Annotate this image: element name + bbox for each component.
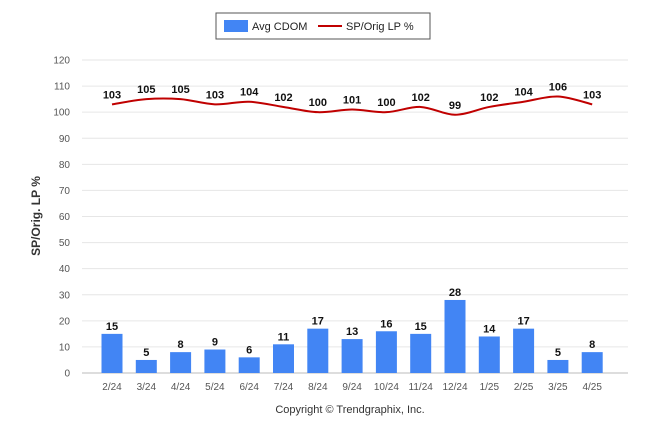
line-value-label: 103 [206,89,224,101]
bar-value-label: 15 [106,321,118,333]
bar [170,352,192,373]
x-tick-label: 9/24 [342,382,362,393]
y-axis-ticks: 0 10 20 30 40 50 60 70 80 90 100 110 120 [53,56,70,380]
bar-series [101,299,603,373]
line-value-label: 104 [514,87,533,99]
bar-value-label: 6 [246,344,252,356]
bar-value-label: 11 [278,331,290,343]
x-tick-label: 3/24 [137,382,157,393]
bar-value-labels: 15 5 8 9 6 11 17 13 16 15 28 14 17 5 8 [106,287,595,359]
x-tick-label: 4/24 [171,382,191,393]
line-value-label: 100 [309,97,327,109]
bar [273,344,294,373]
bar-value-label: 9 [212,337,218,349]
line-value-label: 103 [103,89,121,101]
line-value-label: 105 [137,84,155,96]
y-tick-label: 20 [59,316,71,327]
bar-value-label: 13 [346,326,358,338]
copyright: Copyright © Trendgraphix, Inc. [275,404,424,416]
line-series [111,95,593,116]
bar-value-label: 5 [143,347,149,359]
y-tick-label: 100 [53,108,70,119]
bar [238,357,260,373]
bar [307,328,329,373]
x-tick-label: 8/24 [308,382,328,393]
bar-value-label: 28 [449,287,461,299]
bar [478,336,500,373]
y-tick-label: 30 [59,290,71,301]
line-value-label: 101 [343,95,361,107]
legend-bar-label: Avg CDOM [252,21,307,33]
line-value-label: 105 [171,84,189,96]
bar [135,359,157,373]
bar-value-label: 14 [483,323,496,335]
x-tick-label: 2/24 [102,382,122,393]
x-tick-label: 1/25 [480,382,500,393]
y-axis-label: SP/Orig. LP % [29,176,43,256]
line-value-label: 102 [274,92,292,104]
y-tick-label: 60 [59,212,71,223]
bar [410,333,432,373]
bar [375,331,397,373]
y-tick-label: 10 [59,342,71,353]
x-tick-label: 4/25 [582,382,602,393]
y-tick-label: 40 [59,264,71,275]
x-tick-label: 10/24 [374,382,399,393]
line-value-label: 100 [377,97,395,109]
legend-line-label: SP/Orig LP % [346,21,414,33]
bar-value-label: 8 [589,339,595,351]
line-value-label: 102 [412,92,430,104]
y-tick-label: 70 [59,186,71,197]
legend-bar-swatch [224,20,248,32]
line-value-labels: 103 105 105 103 104 102 100 101 100 102 99 102 104 10… [103,82,602,112]
line-value-label: 106 [549,82,567,94]
x-tick-label: 3/25 [548,382,568,393]
bar [581,352,603,373]
bar [513,328,535,373]
y-tick-label: 0 [64,369,70,380]
x-tick-label: 2/25 [514,382,534,393]
y-tick-label: 90 [59,134,71,145]
x-tick-label: 6/24 [239,382,259,393]
x-axis-ticks: 2/24 3/24 4/24 5/24 6/24 7/24 8/24 9/24 10/24 11/… [102,382,602,393]
bar-value-label: 15 [415,321,427,333]
bar [341,339,363,373]
y-tick-label: 80 [59,160,71,171]
line-value-label: 104 [240,87,259,99]
series-line [111,95,593,116]
y-tick-label: 110 [54,82,70,93]
bar [204,349,226,373]
bar-value-label: 5 [555,347,561,359]
bar [101,333,123,373]
line-value-label: 102 [480,92,498,104]
bar-value-label: 16 [380,318,392,330]
bar [547,359,569,373]
x-tick-label: 11/24 [409,382,434,393]
y-tick-label: 50 [59,238,71,249]
legend: Avg CDOM SP/Orig LP % [215,12,431,40]
x-tick-label: 5/24 [205,382,225,393]
bar-value-label: 17 [517,316,529,328]
line-value-label: 99 [449,100,461,112]
y-tick-label: 120 [53,56,70,67]
x-tick-label: 12/24 [442,382,467,393]
bar [444,299,466,373]
bar-value-label: 17 [312,316,324,328]
x-tick-label: 7/24 [274,382,294,393]
line-value-label: 103 [583,89,601,101]
bar-value-label: 8 [178,339,184,351]
